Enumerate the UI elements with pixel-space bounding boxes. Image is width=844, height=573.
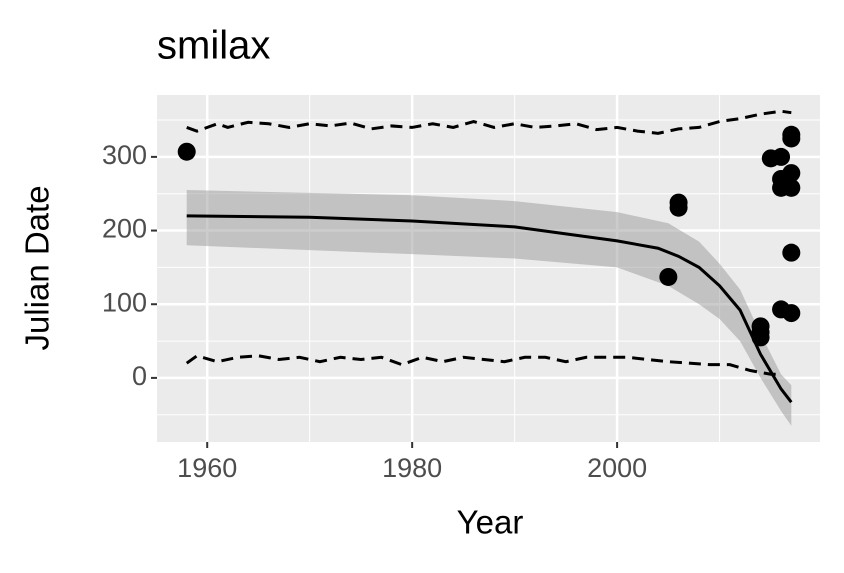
point xyxy=(659,267,678,286)
confidence-band xyxy=(186,190,792,426)
y-tick-label: 100 xyxy=(102,287,147,317)
point xyxy=(772,147,791,166)
y-tick-label: 300 xyxy=(102,140,147,170)
point xyxy=(782,129,801,148)
y-axis-title: Julian Date xyxy=(19,185,56,350)
point xyxy=(751,328,770,347)
y-tick-label: 200 xyxy=(102,214,147,244)
chart-title: smilax xyxy=(157,24,270,68)
point xyxy=(177,142,196,161)
x-tick-label: 1980 xyxy=(382,453,442,483)
lower-limit-line xyxy=(185,354,782,376)
fit-line xyxy=(186,214,793,404)
point xyxy=(669,198,688,217)
point xyxy=(782,178,801,197)
upper-limit-line xyxy=(186,109,792,135)
point xyxy=(782,304,801,323)
x-axis-title: Year xyxy=(457,504,524,541)
x-tick-label: 2000 xyxy=(587,453,647,483)
point xyxy=(782,243,801,262)
y-tick-label: 0 xyxy=(132,361,147,391)
point xyxy=(782,164,801,183)
x-tick-label: 1960 xyxy=(177,453,237,483)
